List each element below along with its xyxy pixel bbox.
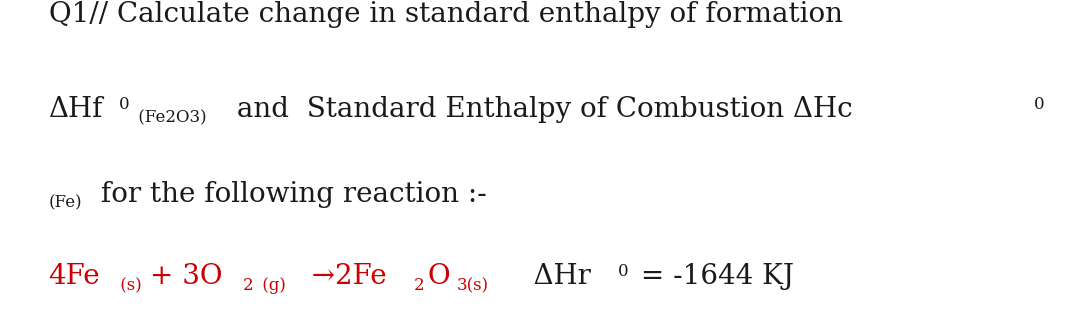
Text: 0: 0	[119, 96, 130, 113]
Text: ΔHf: ΔHf	[49, 96, 103, 123]
Text: (Fe): (Fe)	[49, 194, 82, 211]
Text: (Fe2O3): (Fe2O3)	[133, 109, 206, 126]
Text: for the following reaction :-: for the following reaction :-	[92, 181, 487, 208]
Text: →2Fe: →2Fe	[294, 264, 387, 290]
Text: (g): (g)	[257, 277, 286, 295]
Text: = -1644 KJ: = -1644 KJ	[632, 264, 794, 290]
Text: 3(s): 3(s)	[457, 277, 489, 295]
Text: O: O	[428, 264, 450, 290]
Text: 4Fe: 4Fe	[49, 264, 100, 290]
Text: and  Standard Enthalpy of Combustion ΔHc: and Standard Enthalpy of Combustion ΔHc	[228, 96, 852, 123]
Text: Q1// Calculate change in standard enthalpy of formation: Q1// Calculate change in standard enthal…	[49, 1, 842, 28]
Text: (s): (s)	[116, 277, 141, 295]
Text: + 3O: + 3O	[150, 264, 222, 290]
Text: 2: 2	[414, 277, 424, 295]
Text: 0: 0	[618, 264, 629, 280]
Text: ΔHr: ΔHr	[498, 264, 591, 290]
Text: 2: 2	[243, 277, 254, 295]
Text: 0: 0	[1034, 96, 1044, 113]
